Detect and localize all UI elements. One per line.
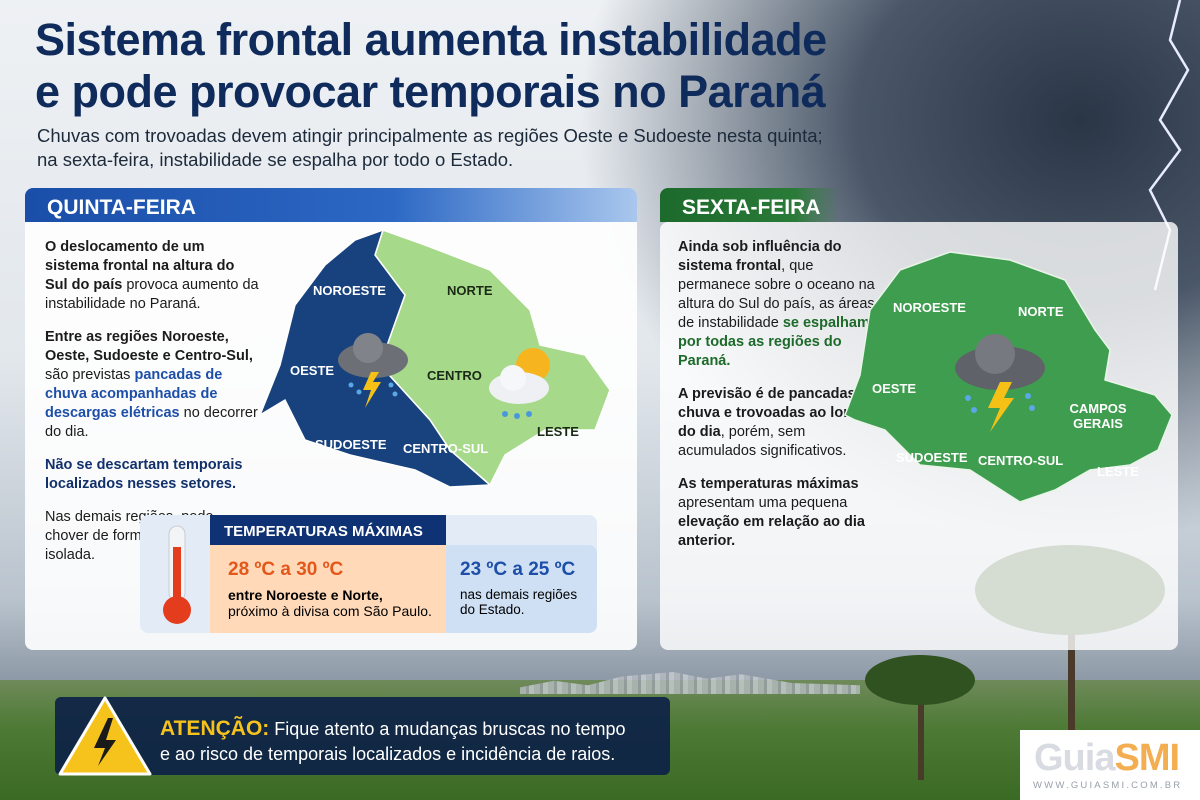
sun-cloud-rain-icon — [489, 348, 550, 419]
map-label: NOROESTE — [893, 300, 966, 315]
tree-trunk — [1068, 600, 1075, 730]
map-label: OESTE — [290, 363, 335, 378]
map-label: NORTE — [447, 283, 493, 298]
temperature-title: TEMPERATURAS MÁXIMAS — [210, 515, 446, 545]
warning-icon — [58, 696, 152, 776]
map-label: NORTE — [1018, 304, 1064, 319]
sexta-header: SEXTA-FEIRA — [660, 188, 840, 222]
attention-banner — [55, 697, 670, 775]
warm-temperature: 28 ºC a 30 ºC entre Noroeste e Norte, pr… — [210, 545, 446, 633]
map-label: OESTE — [872, 381, 917, 396]
map-label: CENTRO — [427, 368, 482, 383]
tree-trunk — [918, 670, 924, 780]
attention-text: ATENÇÃO: Fique atento a mudanças bruscas… — [160, 717, 626, 764]
map-label: CENTRO-SUL — [403, 441, 489, 456]
cool-temperature: 23 ºC a 25 ºC nas demais regiões do Esta… — [446, 545, 597, 633]
map-label: SUDOESTE — [315, 437, 387, 452]
map-label: CAMPOS GERAIS — [1069, 401, 1127, 431]
map-label: LESTE — [1097, 464, 1139, 479]
guiasmi-logo: GuiaSMI WWW.GUIASMI.COM.BR — [1020, 730, 1200, 800]
map-label: SUDOESTE — [896, 450, 968, 465]
map-label: NOROESTE — [313, 283, 386, 298]
sexta-text: Ainda sob influência do sistema frontal,… — [678, 239, 877, 549]
map-label: CENTRO-SUL — [978, 453, 1064, 468]
araucaria-tree — [865, 655, 975, 705]
subtitle: Chuvas com trovoadas devem atingir princ… — [37, 125, 823, 170]
page-title: Sistema frontal aumenta instabilidade e p… — [35, 14, 827, 117]
quinta-header: QUINTA-FEIRA — [25, 188, 637, 222]
storm-cloud-icon — [955, 334, 1045, 432]
thermometer-icon — [163, 525, 191, 624]
storm-cloud-icon — [338, 333, 408, 408]
map-label: LESTE — [537, 424, 579, 439]
